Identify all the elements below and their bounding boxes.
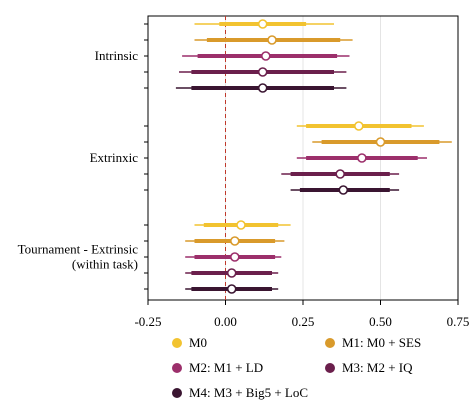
point-estimate [226, 268, 237, 278]
legend-label: M2: M1 + LD [189, 360, 263, 375]
legend-label: M1: M0 + SES [342, 335, 421, 350]
legend-label: M0 [189, 335, 207, 350]
legend-marker [172, 363, 182, 373]
group-label: Extrinxic [90, 150, 139, 165]
legend-marker [172, 338, 182, 348]
point-estimate [260, 51, 271, 61]
point-estimate [236, 220, 246, 230]
x-tick-label: 0.00 [214, 314, 237, 329]
x-tick-label: 0.25 [292, 314, 315, 329]
point-estimate [335, 169, 346, 179]
legend-label: M3: M2 + IQ [342, 360, 413, 375]
point-estimate [226, 284, 237, 294]
point-estimate [257, 67, 268, 77]
point-estimate [353, 121, 364, 131]
point-estimate [375, 137, 386, 147]
point-estimate [357, 153, 367, 163]
point-estimate [267, 35, 277, 45]
group-label: Intrinsic [95, 48, 139, 63]
point-estimate [230, 236, 240, 246]
legend-label: M4: M3 + Big5 + LoC [189, 385, 308, 400]
legend-marker [172, 388, 182, 398]
x-tick-label: -0.25 [134, 314, 161, 329]
group-label: Tournament - Extrinsic [18, 242, 139, 257]
legend-marker [325, 363, 335, 373]
point-estimate [257, 19, 268, 29]
legend-marker [325, 338, 335, 348]
point-estimate [338, 185, 349, 195]
x-tick-label: 0.75 [447, 314, 470, 329]
point-estimate [230, 252, 240, 262]
point-estimate [257, 83, 268, 93]
x-tick-label: 0.50 [369, 314, 392, 329]
group-label: (within task) [72, 257, 138, 272]
